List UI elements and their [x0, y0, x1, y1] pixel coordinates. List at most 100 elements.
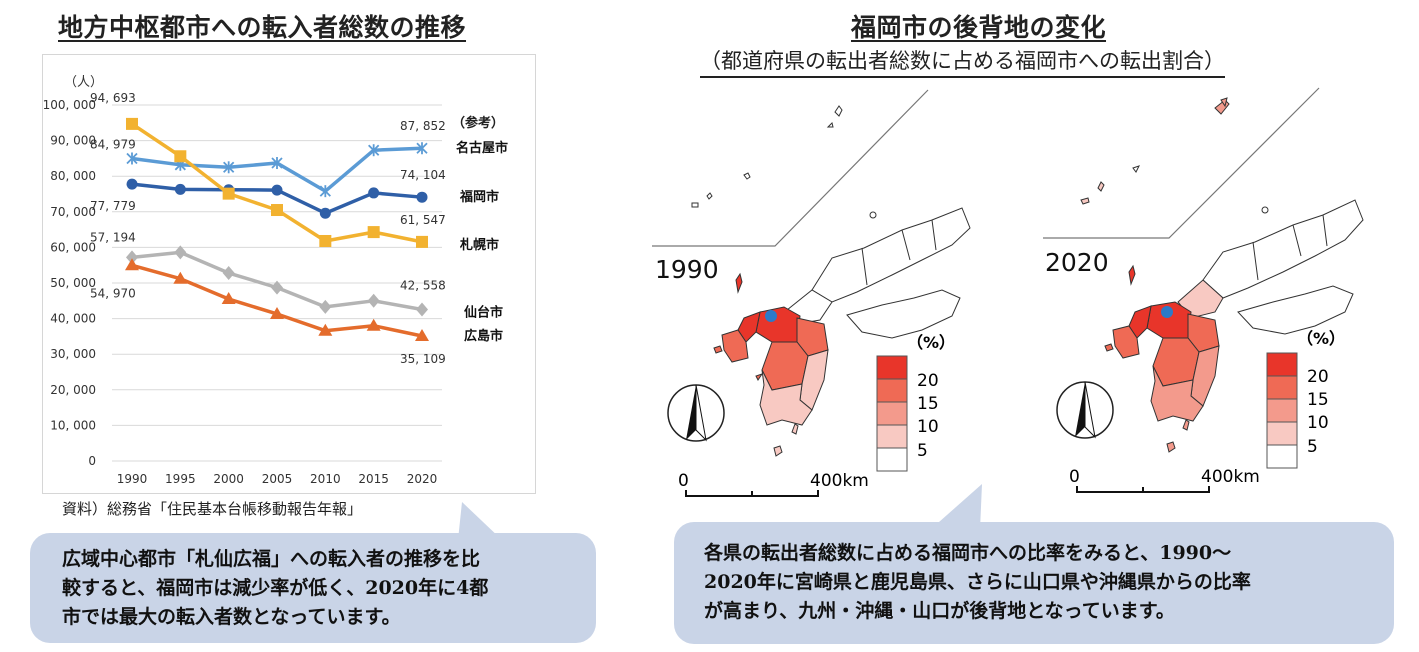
okinawa-islet [826, 122, 834, 128]
okinawa-islet [743, 172, 751, 180]
saga [737, 311, 761, 343]
data-point [271, 280, 283, 295]
prefecture-borders [861, 219, 937, 286]
shikoku-region [1237, 285, 1354, 335]
data-point [368, 144, 380, 157]
y-tick-label: 70, 000 [50, 205, 96, 219]
data-label: 54, 970 [90, 286, 136, 300]
tsushima [735, 272, 743, 294]
scale-end: 400km [1201, 467, 1260, 487]
nagasaki [1112, 325, 1140, 359]
okinawa-islet [869, 211, 877, 219]
x-tick-label: 1990 [117, 472, 148, 486]
series-name-label: 広島市 [464, 328, 503, 344]
chugoku-region [1202, 199, 1364, 299]
legend-label-15: 15 [917, 394, 939, 414]
map-2020-graphic: （%） 20 15 10 5 0 400km [1043, 87, 1364, 493]
data-point [126, 178, 138, 190]
data-point [416, 191, 428, 203]
okinawa-islet [1261, 206, 1269, 214]
left-bubble-pointer [458, 502, 502, 540]
data-point [319, 234, 332, 247]
map-subtitle: （都道府県の転出者総数に占める福岡市への転出割合） [700, 45, 1225, 78]
series-name-label: 札幌市 [459, 237, 499, 253]
chart-title: 地方中枢都市への転入者総数の推移 [58, 13, 467, 42]
amami-islet [1166, 441, 1176, 453]
x-tick-label: 2010 [310, 472, 341, 486]
y-tick-label: 100, 000 [43, 98, 96, 112]
data-point [271, 204, 283, 217]
data-label: 84, 979 [90, 137, 136, 151]
legend-swatch-10 [1266, 398, 1298, 423]
data-point [416, 235, 428, 248]
legend-label-20: 20 [917, 371, 939, 391]
y-tick-label: 80, 000 [50, 169, 96, 183]
legend-swatch-5 [876, 424, 908, 449]
y-tick-label: 10, 000 [50, 418, 96, 432]
prefecture-borders [1252, 214, 1328, 281]
x-tick-label: 2000 [213, 472, 244, 486]
okinawa-islet [1080, 197, 1090, 205]
data-point [319, 299, 332, 314]
left-callout: 広域中心都市「札仙広福」への転入者の推移を比 較すると、福岡市は減少率が低く、2… [30, 533, 596, 643]
legend-label-5: 5 [917, 441, 928, 461]
data-point [125, 258, 139, 271]
legend-swatch-15 [1266, 375, 1298, 400]
legend-label-10: 10 [1307, 413, 1329, 433]
y-tick-label: 50, 000 [50, 276, 96, 290]
okinawa-islet [706, 192, 713, 200]
fukuoka-city-marker [1161, 306, 1173, 318]
x-tick-label: 2005 [262, 472, 293, 486]
left-callout-line-2: 較すると、福岡市は減少率が低く、2020年に4都 [62, 577, 489, 599]
legend-swatch-5 [1266, 421, 1298, 446]
data-point [415, 329, 429, 342]
data-point [221, 292, 236, 305]
map-year-1990: 1990 [655, 255, 719, 284]
series-name-label: 名古屋市 [456, 140, 508, 156]
fukuoka-city-marker [765, 310, 777, 322]
y-tick-label: 60, 000 [50, 240, 96, 254]
y-tick-label: 40, 000 [50, 312, 96, 326]
series-name-label: 福岡市 [459, 189, 499, 205]
north-arrow-left [686, 385, 696, 440]
right-callout-line-1: 各県の転出者総数に占める福岡市への比率をみると、1990～ [704, 542, 1232, 564]
legend-swatch-10 [876, 401, 908, 426]
map-title: 福岡市の後背地の変化 [851, 13, 1107, 42]
legend-label-5: 5 [1307, 437, 1318, 457]
map-2020: （%） 20 15 10 5 0 400km 2020 [1043, 80, 1373, 500]
x-tick-label: 1995 [165, 472, 196, 486]
map-year-2020: 2020 [1045, 248, 1109, 277]
y-axis-unit: （人） [64, 75, 103, 90]
data-label: 77, 779 [90, 199, 136, 213]
x-tick-label: 2015 [358, 472, 389, 486]
x-tick-label: 2020 [407, 472, 438, 486]
shikoku-region [846, 289, 961, 339]
data-label: 35, 109 [400, 352, 446, 366]
data-point [174, 245, 187, 260]
chart-source: 資料）総務省「住民基本台帳移動報告年報」 [62, 500, 363, 518]
legend-swatch-15 [876, 378, 908, 403]
yakushima [1182, 419, 1190, 431]
legend-swatch-0 [876, 447, 908, 472]
north-arrow-right [695, 384, 707, 442]
chugoku-region [811, 207, 971, 303]
legend-label-10: 10 [917, 417, 939, 437]
data-point [318, 323, 333, 336]
okinawa-islet [1097, 181, 1105, 192]
goto-islands [713, 345, 723, 354]
data-label: 74, 104 [400, 168, 446, 182]
data-point [368, 187, 380, 199]
inset-divider [1043, 87, 1320, 239]
kagoshima [759, 369, 813, 426]
data-point [271, 184, 283, 196]
reference-note: （参考） [452, 115, 504, 131]
okinawa-islet [691, 202, 699, 208]
right-callout-line-2: 2020年に宮崎県と鹿児島県、さらに山口県や沖縄県からの比率 [704, 571, 1251, 593]
north-arrow-left [1075, 382, 1085, 437]
map-1990: （%） 20 15 10 5 0 400km 1990 [652, 80, 982, 500]
data-point [416, 302, 428, 317]
data-point [173, 271, 188, 284]
data-point [366, 318, 381, 331]
data-point [367, 293, 380, 308]
fukuoka [755, 306, 801, 343]
